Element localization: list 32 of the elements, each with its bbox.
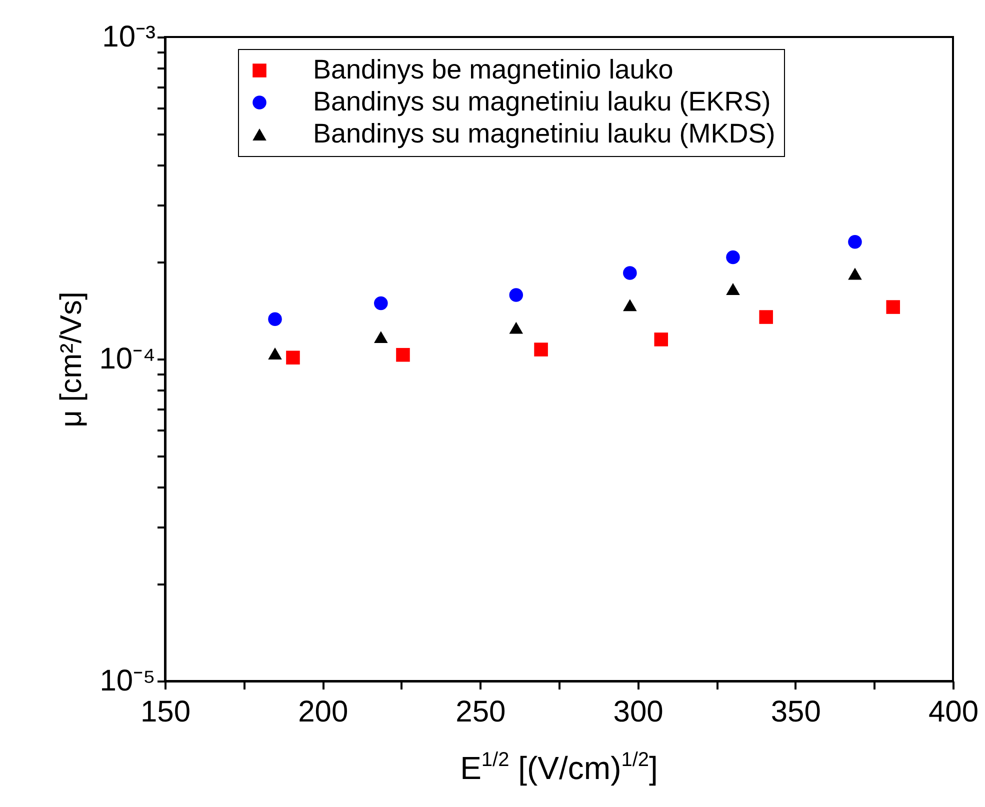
point [509,322,524,334]
x-tick-label: 150 [140,696,191,728]
point [726,250,740,264]
x-tick-label: 250 [456,696,506,728]
x-tick-label: 200 [298,696,348,728]
y-tick-label: 10⁻⁴ [99,342,156,376]
point [509,288,524,302]
legend-label: Bandinys be magnetinio lauko [313,54,674,84]
point [623,299,637,312]
point [848,235,862,249]
y-tick-label: 10⁻⁵ [100,664,156,698]
point [268,348,282,360]
legend-label: Bandinys su magnetiniu lauku (EKRS) [313,86,771,116]
point [534,342,548,356]
point [268,312,282,326]
x-axis-title: E$^{1/2}$ [(V/cm)$^{1/2}$] [459,748,659,788]
x-tick-label: 350 [770,696,821,728]
y-axis-title: μ [cm²/Vs] [55,292,88,428]
x-tick-label: 300 [613,696,664,728]
x-tick-label: 400 [928,696,979,728]
legend-label: Bandinys su magnetiniu lauku (MKDS) [313,118,776,148]
point [396,348,410,362]
y-tick-label: 10⁻³ [102,20,156,54]
point [759,310,773,324]
point [848,268,862,280]
point [886,300,900,314]
point [374,331,388,344]
point [726,283,740,295]
point [286,350,300,364]
point [623,266,637,280]
point [654,332,668,346]
point [374,296,388,310]
